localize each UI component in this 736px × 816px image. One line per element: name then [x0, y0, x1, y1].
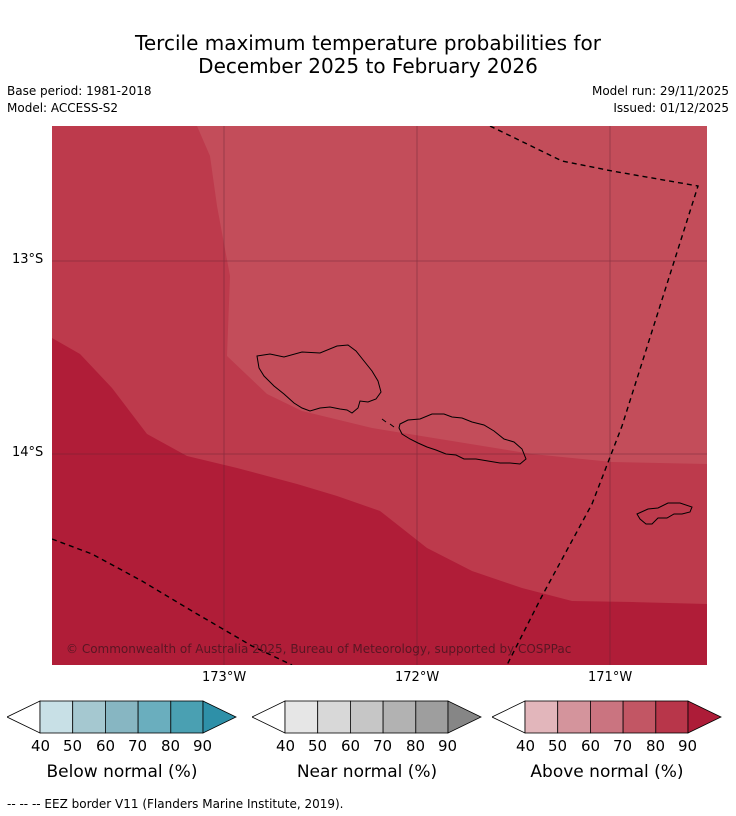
- above-colorbar-segment-50-60: [557, 700, 591, 734]
- near-tick-90: 90: [438, 737, 458, 755]
- above-colorbar-segment-80-90: [655, 700, 689, 734]
- colorbar-above-svg: [491, 700, 722, 734]
- base-period: Base period: 1981-2018: [7, 84, 152, 98]
- below-tick-70: 70: [128, 737, 148, 755]
- below-colorbar-segment-50-60: [72, 700, 106, 734]
- below-colorbar-segment-70-80: [137, 700, 172, 734]
- below-normal-title: Below normal (%): [46, 762, 198, 782]
- lon-label-172w: 172°W: [395, 670, 440, 685]
- above-colorbar-segment-40-50: [524, 700, 559, 734]
- near-tick-50: 50: [308, 737, 328, 755]
- above-tick-70: 70: [613, 737, 633, 755]
- region-60-70: [197, 126, 707, 464]
- near-tick-80: 80: [406, 737, 426, 755]
- lon-label-173w: 173°W: [202, 670, 247, 685]
- near-tick-70: 70: [373, 737, 393, 755]
- near-colorbar-segment-50-60: [317, 700, 351, 734]
- near-colorbar-segment-60-70: [350, 700, 384, 734]
- above-tick-90: 90: [678, 737, 698, 755]
- below-tick-90: 90: [193, 737, 213, 755]
- savaii-island: [256, 344, 382, 414]
- colorbar-near-svg: [251, 700, 482, 734]
- below-tick-60: 60: [96, 737, 116, 755]
- chart-title-line2: December 2025 to February 2026: [198, 54, 538, 78]
- lat-label-14s: 14°S: [12, 445, 44, 460]
- above-tick-60: 60: [581, 737, 601, 755]
- small-islets: [381, 418, 395, 428]
- below-colorbar-segment-lt40: [6, 700, 41, 734]
- upolu-island: [398, 413, 527, 465]
- near-colorbar-segment-gt90: [447, 700, 482, 734]
- eez-border: [52, 126, 699, 665]
- below-tick-80: 80: [161, 737, 181, 755]
- region-80-90: [52, 338, 707, 665]
- colorbar-below: [6, 700, 237, 740]
- colorbar-below-svg: [6, 700, 237, 734]
- lon-label-171w: 171°W: [588, 670, 633, 685]
- tutuila-island: [636, 502, 693, 525]
- above-normal-title: Above normal (%): [530, 762, 684, 782]
- copyright-text: © Commonwealth of Australia 2025, Bureau…: [66, 642, 571, 656]
- map-svg: © Commonwealth of Australia 2025, Bureau…: [52, 126, 707, 665]
- near-normal-title: Near normal (%): [296, 762, 438, 782]
- colorbar-above: [491, 700, 722, 740]
- model-name: Model: ACCESS-S2: [7, 101, 119, 115]
- lat-label-13s: 13°S: [12, 252, 44, 267]
- probability-map: © Commonwealth of Australia 2025, Bureau…: [52, 126, 707, 665]
- near-colorbar-segment-70-80: [382, 700, 417, 734]
- above-colorbar-segment-gt90: [687, 700, 722, 734]
- above-colorbar-segment-60-70: [590, 700, 624, 734]
- eez-footnote: -- -- -- EEZ border V11 (Flanders Marine…: [7, 797, 344, 811]
- near-colorbar-segment-80-90: [415, 700, 449, 734]
- below-colorbar-segment-80-90: [170, 700, 204, 734]
- above-tick-80: 80: [646, 737, 666, 755]
- coastline: [256, 344, 693, 525]
- near-colorbar-segment-lt40: [251, 700, 286, 734]
- below-colorbar-segment-40-50: [39, 700, 74, 734]
- below-colorbar-segment-gt90: [202, 700, 237, 734]
- issued-date: Issued: 01/12/2025: [613, 101, 729, 115]
- above-tick-40: 40: [516, 737, 536, 755]
- near-tick-60: 60: [341, 737, 361, 755]
- near-colorbar-segment-40-50: [284, 700, 319, 734]
- below-tick-40: 40: [31, 737, 51, 755]
- graticule: [52, 126, 707, 665]
- below-tick-50: 50: [63, 737, 83, 755]
- model-run: Model run: 29/11/2025: [591, 84, 729, 98]
- colorbar-near: [251, 700, 482, 740]
- above-colorbar-segment-70-80: [622, 700, 657, 734]
- above-colorbar-segment-lt40: [491, 700, 526, 734]
- chart-title-line1: Tercile maximum temperature probabilitie…: [135, 31, 601, 55]
- above-tick-50: 50: [548, 737, 568, 755]
- below-colorbar-segment-60-70: [105, 700, 139, 734]
- near-tick-40: 40: [276, 737, 296, 755]
